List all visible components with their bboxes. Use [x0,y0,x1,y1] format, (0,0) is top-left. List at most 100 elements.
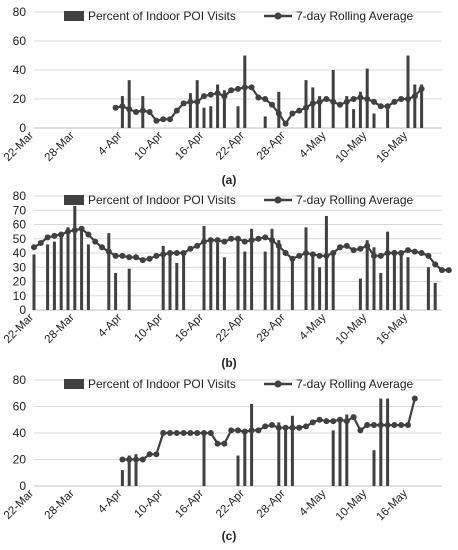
line-point [357,245,364,252]
line-point [119,456,126,463]
x-tick-label: 4-Apr [96,488,124,516]
bar [243,251,247,310]
bar [236,106,240,128]
line-point [330,418,337,425]
line-point [180,100,187,107]
bar [290,258,294,310]
bar [114,272,118,310]
line-point [228,235,235,242]
bar [250,228,254,310]
line-point [275,424,282,431]
bar [406,55,410,128]
line-point [214,237,221,244]
bar [358,278,362,310]
line-point [201,93,207,100]
bar [284,426,288,486]
line-point [153,117,160,124]
line-point [371,422,377,429]
bar [413,84,417,128]
line-point [119,103,126,110]
y-tick-label: 20 [13,275,27,289]
line-point [377,422,384,429]
bar [175,262,179,310]
bar [324,215,328,310]
line-point [275,242,282,249]
line-point [377,252,384,259]
line-point [187,98,194,105]
line-point [241,428,248,435]
legend: Percent of Indoor POI Visits 7-day Rollin… [64,377,414,391]
bar [134,454,138,486]
y-tick-label: 80 [13,373,27,387]
line-point [405,247,411,254]
line-point [167,116,173,123]
x-tick-label: 16-May [375,311,411,347]
bar [304,80,308,128]
legend: Percent of Indoor POI Visits 7-day Rollin… [64,193,414,207]
bar [188,93,192,128]
bar [304,227,308,310]
line-point [228,87,235,94]
y-tick-label: 40 [13,426,27,440]
x-tick-label: 28-Mar [43,130,77,164]
bar [277,91,281,128]
bar [263,251,267,310]
line-point [371,252,377,259]
line-point [303,423,309,430]
line-point [418,85,425,92]
line-point [201,430,207,436]
panel-label: (b) [221,356,236,370]
x-tick-label: 4-Apr [96,130,124,158]
bar [32,254,36,310]
x-tick-label: 28-Apr [255,130,288,163]
line-point [31,244,37,251]
line-point [173,107,180,114]
line-point [44,234,51,241]
line-point [146,109,153,116]
y-tick-label: 60 [13,400,27,414]
line-point [391,250,398,256]
line-point [255,94,262,101]
line-point [65,228,71,235]
bar [372,450,376,486]
line-point [269,422,275,429]
line-point [112,104,119,111]
bar [209,241,213,310]
line-point [262,234,269,241]
line-point [425,252,432,259]
bar [372,247,376,310]
bar [86,244,90,310]
line-point [309,100,316,107]
line-point [187,245,194,252]
line-point [241,238,248,245]
bar [358,91,362,128]
bar [80,227,84,310]
y-tick-label: 0 [19,303,26,317]
line-point [371,98,377,105]
x-tick-label: 16-May [375,487,411,523]
bar [392,250,396,310]
legend-line-marker [274,196,282,204]
y-tick-label: 0 [19,121,26,135]
bar [365,240,369,310]
line-point [364,96,371,102]
line-point [350,247,357,254]
line-point [323,252,330,259]
line-point [126,456,133,463]
bar [236,235,240,310]
line-point [384,422,391,429]
line-point [411,248,418,255]
line-point [269,237,275,244]
line-point [289,424,296,431]
x-tick-label: 16-May [375,129,411,165]
bar [222,90,226,128]
line-point [303,250,309,256]
line-point [418,250,425,256]
legend: Percent of Indoor POI Visits 7-day Rollin… [64,9,414,23]
bar [290,415,294,486]
line-point [126,254,133,261]
line-point [207,91,214,98]
bar [52,241,56,310]
line-point [391,422,398,429]
